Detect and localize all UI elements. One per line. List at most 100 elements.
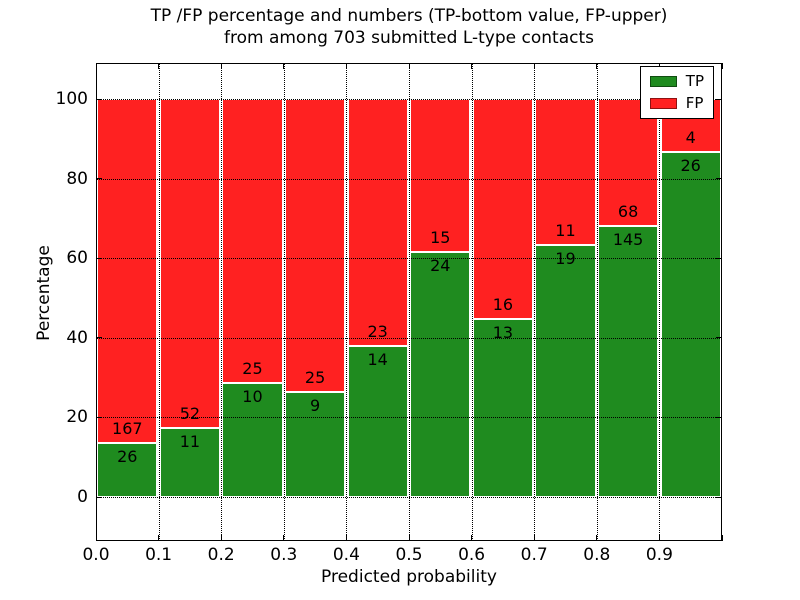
fp-value-label: 52 [179, 403, 201, 423]
y-tick-mark-right [716, 98, 722, 100]
x-tick-label: 0.7 [520, 545, 548, 565]
tp-value-label: 14 [367, 350, 388, 370]
x-tick-mark-top [721, 63, 723, 69]
y-tick-label: 60 [66, 248, 88, 269]
tp-value-label: 11 [179, 431, 201, 451]
bar-segment-tp [97, 443, 158, 497]
bar-segment-tp [535, 244, 596, 497]
tp-color-swatch [649, 76, 677, 87]
v-gridline [471, 63, 473, 541]
v-gridline [596, 63, 598, 541]
x-tick-mark-top [345, 63, 347, 69]
v-gridline [346, 63, 348, 541]
x-tick-mark-top [471, 63, 473, 69]
y-axis-label: Percentage [34, 245, 54, 341]
x-tick-mark-top [95, 63, 97, 69]
fp-value-label: 16 [492, 294, 514, 314]
x-tick-mark [345, 535, 347, 541]
x-tick-mark [408, 535, 410, 541]
bar-segment-fp [222, 99, 283, 384]
y-tick-mark [96, 496, 102, 498]
x-tick-mark-top [220, 63, 222, 69]
x-tick-mark-top [533, 63, 535, 69]
x-tick-mark [283, 535, 285, 541]
bar-segment-fp [97, 99, 158, 444]
x-tick-mark-top [596, 63, 598, 69]
legend-label-tp: TP [685, 72, 704, 90]
y-tick-mark [96, 416, 102, 418]
legend-label-fp: FP [685, 94, 704, 112]
bar-segment-tp [222, 383, 283, 497]
bar-segment-tp [159, 427, 220, 497]
y-tick-label: 80 [66, 168, 88, 189]
x-tick-mark [596, 535, 598, 541]
x-tick-label: 0.8 [583, 545, 611, 565]
v-gridline [221, 63, 223, 541]
bar-segment-tp [472, 318, 533, 497]
tp-value-label: 10 [242, 387, 263, 407]
y-tick-label: 0 [77, 487, 88, 507]
x-tick-label: 0.5 [395, 545, 423, 565]
x-tick-label: 0.9 [645, 545, 673, 565]
x-tick-mark [158, 535, 160, 541]
x-tick-label: 0.3 [270, 545, 298, 565]
x-tick-mark-top [158, 63, 160, 69]
tp-value-label: 24 [430, 256, 451, 276]
y-tick-mark-right [716, 496, 722, 498]
tp-value-label: 26 [680, 156, 701, 176]
v-gridline [409, 63, 410, 541]
x-tick-mark [533, 535, 535, 541]
x-tick-mark [658, 535, 660, 541]
x-axis-label: Predicted probability [321, 567, 497, 587]
bar-segment-fp [285, 99, 346, 392]
y-tick-mark-right [716, 416, 722, 418]
y-tick-mark [96, 257, 102, 259]
x-tick-label: 0.0 [82, 545, 110, 565]
y-tick-mark [96, 178, 102, 180]
fp-value-label: 15 [430, 228, 451, 248]
legend: TP FP [639, 66, 714, 119]
fp-value-label: 68 [617, 202, 639, 222]
tp-value-label: 26 [117, 447, 138, 467]
x-tick-mark-top [283, 63, 285, 69]
v-gridline [659, 63, 661, 541]
y-tick-mark-right [716, 337, 722, 339]
x-tick-mark [95, 535, 97, 541]
chart-title-line1: TP /FP percentage and numbers (TP-bottom… [150, 6, 668, 26]
y-tick-label: 100 [55, 89, 88, 109]
tp-value-label: 19 [555, 248, 576, 268]
tp-value-label: 9 [310, 395, 321, 415]
v-gridline [158, 63, 160, 541]
fp-value-label: 23 [367, 322, 388, 342]
v-gridline [534, 63, 536, 541]
fp-value-label: 4 [685, 128, 696, 148]
y-tick-label: 20 [66, 407, 88, 428]
x-tick-label: 0.2 [207, 545, 235, 565]
fp-value-label: 25 [242, 359, 263, 379]
legend-item-fp: FP [649, 94, 704, 112]
x-tick-label: 0.6 [458, 545, 486, 565]
plot-area: 167 26 52 11 25 10 25 9 23 14 15 24 16 13 11 19 68 145 4 26… [56, 63, 723, 565]
chart-title-line2: from among 703 submitted L-type contacts [223, 28, 594, 48]
v-gridline [283, 63, 285, 541]
tp-value-label: 13 [492, 322, 514, 342]
bar-segment-tp [347, 346, 408, 497]
fp-color-swatch [649, 98, 677, 109]
y-tick-mark [96, 337, 102, 339]
bar-segment-fp [347, 99, 408, 347]
x-tick-mark-top [408, 63, 410, 69]
y-tick-mark [96, 98, 102, 100]
bar-segment-tp [660, 152, 721, 497]
y-tick-label: 40 [66, 327, 88, 348]
y-tick-mark-right [716, 257, 722, 259]
bar-segment-tp [598, 226, 659, 497]
fp-value-label: 11 [555, 220, 576, 240]
legend-item-tp: TP [649, 72, 704, 90]
x-tick-label: 0.1 [145, 545, 173, 565]
tp-value-label: 145 [612, 230, 644, 250]
fp-value-label: 25 [304, 367, 326, 387]
bar-segment-fp [472, 99, 533, 319]
bar-segment-fp [159, 99, 220, 428]
x-tick-label: 0.4 [332, 545, 360, 565]
